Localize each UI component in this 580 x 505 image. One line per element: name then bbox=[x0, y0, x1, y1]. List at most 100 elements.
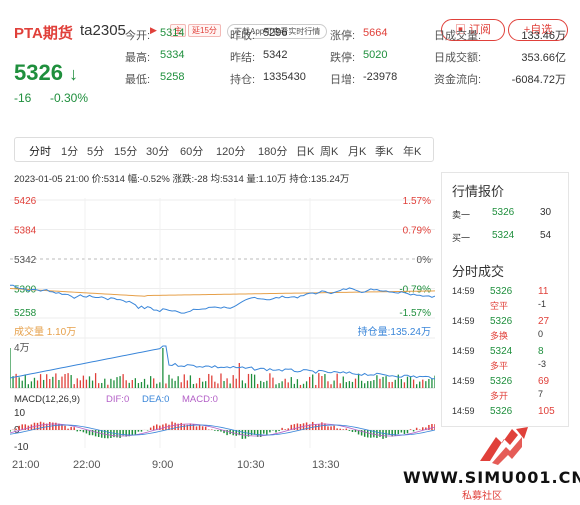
quote-value: 5664 bbox=[363, 27, 388, 39]
play-icon[interactable]: ▶ bbox=[150, 25, 157, 35]
macd-dif: DIF:0 bbox=[106, 394, 129, 405]
quote-value: 5020 bbox=[363, 49, 388, 61]
tick-kind: 多开 bbox=[490, 391, 509, 401]
quote-value: -23978 bbox=[363, 71, 398, 83]
macd-axis-label: 10 bbox=[14, 408, 26, 419]
avg-price-line bbox=[10, 288, 435, 297]
price-change-pct: -0.30% bbox=[50, 91, 89, 105]
price-axis-label: 5300 bbox=[14, 285, 37, 296]
price-axis-label: 5426 bbox=[14, 196, 37, 207]
tick-oi-change: 7 bbox=[538, 389, 544, 399]
watermark-sub: 私募社区 bbox=[462, 491, 502, 502]
tick-time: 14:59 bbox=[452, 406, 475, 416]
period-tabs: 分时 1分 5分 15分 30分 60分 120分 180分 日K 周K 月K 季K 年K bbox=[14, 137, 434, 162]
bid-price: 5324 bbox=[492, 230, 515, 241]
app-promo-link[interactable]: 下载App可查看实时行情 bbox=[227, 24, 328, 39]
volume-axis-label: 4万 bbox=[14, 343, 30, 354]
quote-label: 资金流向: bbox=[434, 74, 482, 86]
quote-label: 日成交额: bbox=[434, 52, 482, 64]
tab-3[interactable]: 15分 bbox=[114, 146, 138, 158]
crosshair-info: 2023-01-05 21:00 价:5314 幅:-0.52% 涨跌:-28 … bbox=[14, 174, 350, 185]
tick-price: 5324 bbox=[490, 346, 513, 357]
tick-time: 14:59 bbox=[452, 346, 475, 356]
tab-1[interactable]: 1分 bbox=[61, 146, 79, 158]
tick-oi-change: -3 bbox=[538, 359, 547, 369]
quote-label: 跌停: bbox=[330, 52, 356, 64]
tick-kind: 空平 bbox=[490, 301, 509, 311]
quote-value: 353.66亿 bbox=[521, 52, 566, 64]
tick-price: 5326 bbox=[490, 406, 513, 417]
bid-label: 买一 bbox=[452, 233, 471, 243]
time-tick: 22:00 bbox=[73, 459, 101, 471]
quote-value: 133.46万 bbox=[521, 30, 566, 42]
watermark-site: WWW.SIMU001.CN bbox=[403, 468, 580, 487]
simu-logo bbox=[480, 427, 528, 465]
last-price: 5326 ↓ bbox=[14, 60, 79, 85]
quote-label: 持仓: bbox=[230, 74, 256, 86]
quote-value: 5314 bbox=[160, 27, 185, 39]
quote-value: 5334 bbox=[160, 49, 185, 61]
pct-axis-label: 0.79% bbox=[403, 226, 431, 237]
tab-4[interactable]: 30分 bbox=[146, 146, 170, 158]
quote-label: 今开: bbox=[125, 30, 151, 42]
time-tick: 13:30 bbox=[312, 459, 340, 471]
price-axis-label: 5342 bbox=[14, 255, 37, 266]
tick-time: 14:59 bbox=[452, 376, 475, 386]
ticks-title: 分时成交 bbox=[452, 264, 505, 279]
quote-label: 日增: bbox=[330, 74, 356, 86]
pct-axis-label: -1.57% bbox=[399, 308, 431, 319]
quote-header: PTA期货 ta2305 ▶ 主 延15分 下载App可查看实时行情 ▣ 订阅 … bbox=[0, 0, 580, 130]
delay-badge: 延15分 bbox=[188, 24, 221, 37]
calendar-icon: ▣ bbox=[454, 24, 470, 36]
tab-5[interactable]: 60分 bbox=[180, 146, 204, 158]
tick-kind: 多换 bbox=[490, 331, 509, 341]
tick-time: 14:59 bbox=[452, 286, 475, 296]
tab-0[interactable]: 分时 bbox=[29, 146, 51, 158]
tick-time: 14:59 bbox=[452, 316, 475, 326]
ask-label: 卖一 bbox=[452, 210, 471, 220]
main-contract-badge: 主 bbox=[170, 24, 186, 37]
quote-label: 昨结: bbox=[230, 52, 256, 64]
tab-11[interactable]: 季K bbox=[375, 146, 394, 158]
quote-label: 日成交量: bbox=[434, 30, 482, 42]
product-name: PTA期货 bbox=[14, 25, 73, 42]
price-change: -16 bbox=[14, 91, 32, 105]
macd-axis-label: -10 bbox=[14, 442, 29, 453]
pct-axis-label: 1.57% bbox=[403, 196, 431, 207]
macd-value: MACD:0 bbox=[182, 394, 218, 405]
quote-value: 5296 bbox=[263, 27, 288, 39]
quote-value: 5342 bbox=[263, 49, 288, 61]
tick-volume: 69 bbox=[538, 376, 550, 387]
bid-volume: 54 bbox=[540, 230, 552, 241]
dea-line bbox=[10, 424, 435, 436]
quote-value: -6084.72万 bbox=[511, 74, 566, 86]
tick-price: 5326 bbox=[490, 376, 513, 387]
quote-label: 最高: bbox=[125, 52, 151, 64]
tab-6[interactable]: 120分 bbox=[216, 146, 246, 158]
intraday-chart[interactable]: 5426 1.57% 5384 0.79% 5342 0% 5300 -0.79% 5258 -1… bbox=[10, 188, 435, 458]
price-axis-label: 5384 bbox=[14, 226, 37, 237]
tab-8[interactable]: 日K bbox=[296, 146, 315, 158]
price-line bbox=[10, 284, 435, 314]
down-arrow-icon: ↓ bbox=[69, 64, 79, 84]
oi-label: 持仓量:135.24万 bbox=[358, 325, 431, 338]
quote-label: 涨停: bbox=[330, 30, 356, 42]
tick-price: 5326 bbox=[490, 316, 513, 327]
contract-code: ta2305 bbox=[80, 22, 126, 39]
tab-10[interactable]: 月K bbox=[348, 146, 367, 158]
tick-volume: 27 bbox=[538, 316, 550, 327]
quote-label: 最低: bbox=[125, 74, 151, 86]
tab-9[interactable]: 周K bbox=[320, 146, 339, 158]
add-watchlist-button[interactable]: +自选 bbox=[508, 19, 568, 41]
tick-volume: 11 bbox=[538, 286, 549, 297]
volume-label: 成交量 1.10万 bbox=[14, 325, 76, 338]
subscribe-button[interactable]: ▣ 订阅 bbox=[441, 19, 505, 41]
tab-2[interactable]: 5分 bbox=[87, 146, 105, 158]
tick-volume: 105 bbox=[538, 406, 555, 417]
tab-12[interactable]: 年K bbox=[403, 146, 422, 158]
tab-7[interactable]: 180分 bbox=[258, 146, 288, 158]
price-axis-label: 5258 bbox=[14, 308, 37, 319]
dif-line bbox=[10, 423, 435, 437]
pct-axis-label: -0.79% bbox=[399, 285, 431, 296]
pct-axis-label: 0% bbox=[417, 255, 432, 266]
